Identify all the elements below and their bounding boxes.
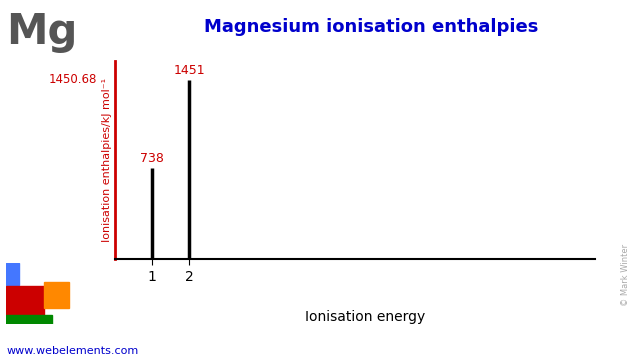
Text: 1451: 1451 <box>173 64 205 77</box>
Text: 1450.68: 1450.68 <box>49 73 97 86</box>
Bar <box>6 263 19 285</box>
Text: Mg: Mg <box>6 11 78 53</box>
Bar <box>44 282 69 308</box>
Y-axis label: Ionisation enthalpies/kJ mol⁻¹: Ionisation enthalpies/kJ mol⁻¹ <box>102 78 113 242</box>
Bar <box>6 315 52 324</box>
Text: 738: 738 <box>140 152 164 165</box>
Bar <box>6 287 44 315</box>
Text: Ionisation energy: Ionisation energy <box>305 310 425 324</box>
Text: www.webelements.com: www.webelements.com <box>6 346 139 356</box>
Text: Magnesium ionisation enthalpies: Magnesium ionisation enthalpies <box>204 18 538 36</box>
Text: © Mark Winter: © Mark Winter <box>621 244 630 306</box>
